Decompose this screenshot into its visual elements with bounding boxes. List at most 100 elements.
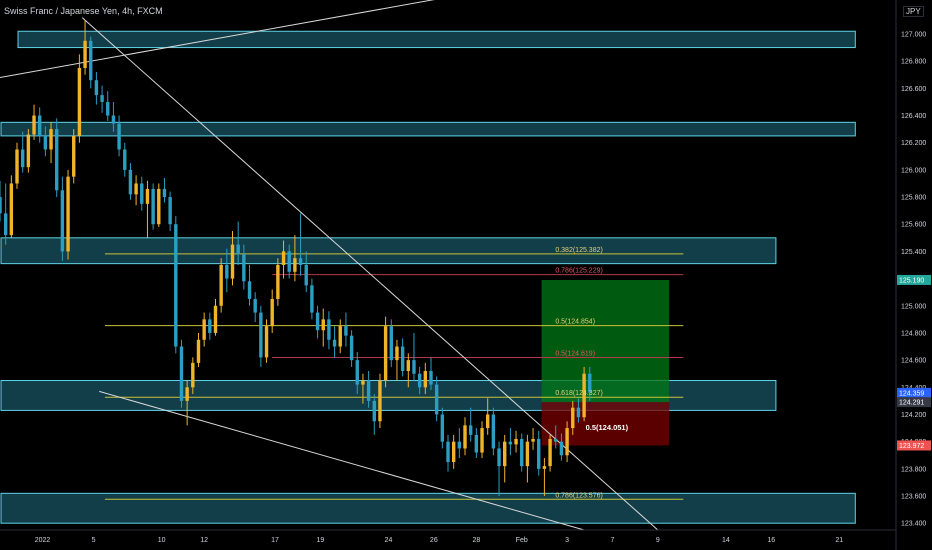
- x-tick-label: 9: [656, 537, 660, 544]
- candle-body: [366, 380, 371, 401]
- candle-body: [389, 326, 393, 361]
- candle-body: [270, 298, 274, 327]
- x-tick-label: 17: [271, 537, 279, 544]
- fib-level-label: 0.5(124.619): [555, 351, 595, 358]
- x-tick-label: 14: [722, 537, 730, 544]
- fib-level-label: 0.786(123.576): [555, 492, 602, 499]
- candle-body: [576, 407, 581, 418]
- y-tick-label: 124.600: [901, 358, 926, 365]
- x-tick-label: 5: [92, 537, 96, 544]
- fib-level-label: 0.382(125.382): [555, 247, 602, 254]
- x-tick-label: 21: [835, 537, 843, 544]
- candle-body: [242, 254, 246, 282]
- candle-body: [225, 265, 229, 279]
- candle-body: [588, 373, 592, 393]
- candle-body: [219, 265, 223, 306]
- candle-body: [264, 326, 269, 358]
- candle-body: [440, 414, 445, 442]
- candle-body: [542, 466, 547, 469]
- candle-body: [434, 384, 439, 415]
- candle-body: [417, 373, 422, 388]
- candle-body: [253, 298, 257, 313]
- candle-body: [468, 425, 473, 435]
- candle-body: [355, 360, 359, 385]
- x-tick-label: Feb: [516, 537, 528, 544]
- y-tick-label: 126.600: [901, 86, 926, 93]
- candle-body: [202, 319, 206, 340]
- candle-body: [400, 346, 405, 371]
- y-tick-label: 125.400: [901, 249, 926, 256]
- candle-body: [332, 339, 337, 347]
- y-tick-label: 125.800: [901, 195, 926, 202]
- candle-body: [247, 281, 252, 299]
- x-tick-label: 2022: [35, 537, 51, 544]
- candle-body: [83, 40, 87, 68]
- candle-body: [372, 400, 376, 422]
- candle-body: [429, 371, 433, 385]
- price-label: 124.359: [899, 390, 924, 397]
- x-tick-label: 7: [611, 537, 615, 544]
- stop-zone: [541, 402, 670, 446]
- candle-body: [66, 176, 70, 252]
- candle-body: [174, 224, 178, 347]
- fib-level-label: 0.618(124.327): [555, 390, 602, 397]
- currency-badge[interactable]: JPY: [903, 6, 924, 17]
- candle-body: [145, 188, 150, 204]
- entry-label: 0.5(124.051): [586, 423, 629, 432]
- candle-body: [497, 448, 501, 467]
- y-tick-label: 126.800: [901, 59, 926, 66]
- candle-body: [32, 115, 36, 135]
- y-tick-label: 123.600: [901, 494, 926, 501]
- candle-body: [111, 115, 116, 124]
- candle-body: [344, 326, 348, 336]
- candle-body: [140, 183, 144, 204]
- candle-body: [446, 441, 450, 463]
- candle-body: [406, 360, 411, 371]
- candle-body: [151, 188, 155, 225]
- price-label-bg: [897, 397, 931, 408]
- y-tick-label: 126.200: [901, 140, 926, 147]
- x-tick-label: 12: [200, 537, 208, 544]
- candle-body: [361, 380, 365, 385]
- candle-body: [315, 312, 320, 331]
- y-tick-label: 125.000: [901, 303, 926, 310]
- fib-level-label: 0.5(124.854): [555, 319, 595, 326]
- candle-body: [349, 335, 354, 361]
- candle-body: [77, 67, 82, 136]
- candle-body: [123, 149, 127, 170]
- trendline: [0, 0, 435, 78]
- x-tick-label: 24: [385, 537, 393, 544]
- x-tick-label: 28: [472, 537, 480, 544]
- candle-body: [304, 265, 308, 286]
- candle-body: [213, 305, 218, 333]
- candle-body: [463, 425, 467, 449]
- target-zone: [541, 279, 670, 403]
- candle-body: [525, 441, 530, 467]
- candle-body: [565, 428, 569, 456]
- y-tick-label: 123.400: [901, 521, 926, 528]
- candle-body: [491, 414, 496, 449]
- candle-body: [196, 339, 201, 363]
- fib-level-label: 0.786(125.229): [555, 268, 602, 275]
- candle-body: [395, 346, 399, 361]
- price-label: 123.972: [899, 443, 924, 450]
- price-label: 124.291: [899, 400, 924, 407]
- candle-body: [191, 362, 195, 388]
- candle-body: [43, 135, 48, 150]
- candle-body: [310, 285, 314, 313]
- candle-body: [185, 387, 189, 401]
- candle-body: [162, 188, 167, 198]
- supply-demand-zone: [0, 237, 777, 265]
- candle-body: [321, 319, 325, 331]
- candle-body: [554, 438, 558, 442]
- candle-body: [157, 188, 161, 225]
- y-tick-label: 126.400: [901, 113, 926, 120]
- candle-body: [582, 373, 586, 418]
- candle-body: [9, 183, 14, 236]
- candle-body: [287, 251, 291, 272]
- candle-body: [457, 441, 462, 449]
- candle-body: [0, 197, 2, 214]
- price-label-bg: [897, 274, 931, 285]
- candle-body: [20, 149, 25, 168]
